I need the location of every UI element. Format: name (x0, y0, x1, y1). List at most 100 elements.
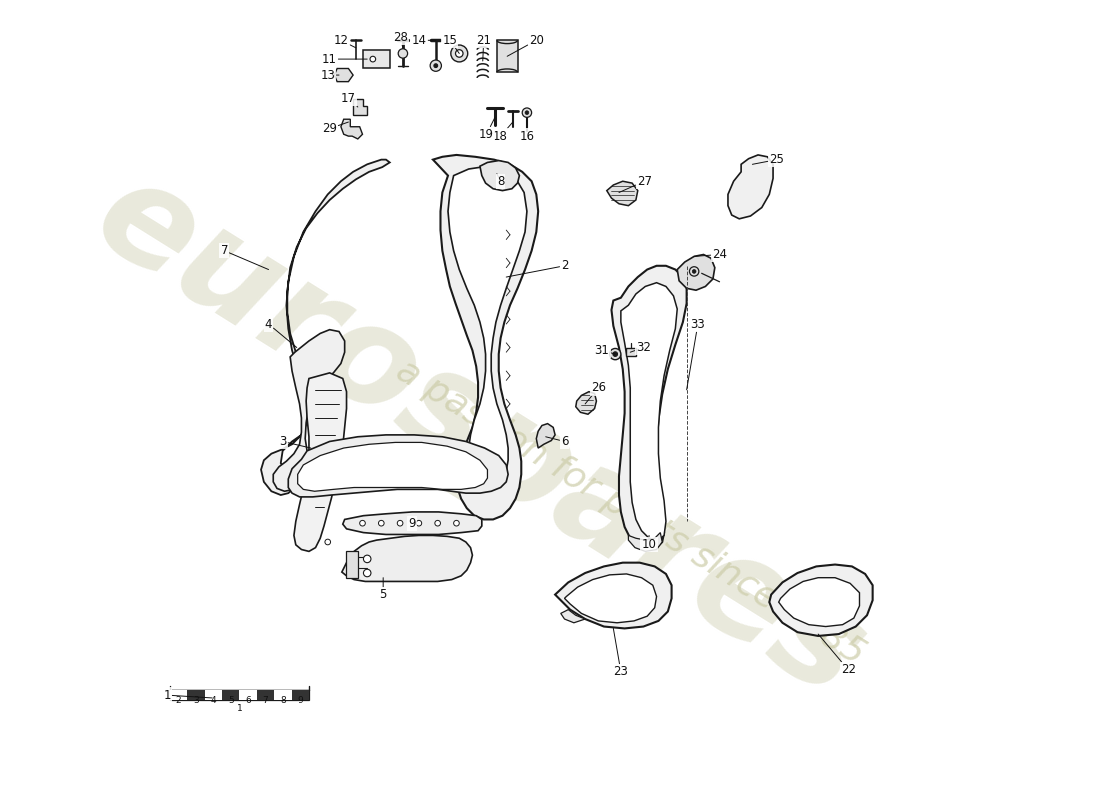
Text: 3: 3 (279, 435, 311, 448)
Bar (240, 690, 256, 700)
Text: 28: 28 (393, 31, 407, 48)
Text: 32: 32 (630, 341, 651, 354)
Polygon shape (612, 266, 686, 550)
Circle shape (690, 266, 698, 276)
Text: 15: 15 (442, 34, 460, 54)
Circle shape (430, 60, 441, 71)
Polygon shape (288, 435, 508, 497)
Polygon shape (779, 578, 859, 626)
Circle shape (398, 49, 408, 58)
Text: 13: 13 (320, 69, 339, 82)
Circle shape (370, 56, 376, 62)
Polygon shape (556, 562, 672, 629)
Polygon shape (769, 565, 872, 636)
Polygon shape (561, 610, 585, 622)
Circle shape (453, 520, 460, 526)
Circle shape (363, 555, 371, 562)
Polygon shape (728, 155, 773, 219)
Text: 1: 1 (163, 689, 212, 702)
Text: 11: 11 (322, 53, 367, 66)
Circle shape (525, 110, 529, 114)
Circle shape (360, 520, 365, 526)
Polygon shape (564, 574, 657, 622)
Polygon shape (261, 160, 389, 495)
Text: 6: 6 (546, 435, 569, 448)
Bar (256, 690, 274, 700)
Polygon shape (537, 424, 556, 448)
Bar (205, 690, 222, 700)
Polygon shape (480, 161, 519, 190)
Polygon shape (273, 330, 344, 491)
Text: 1: 1 (236, 704, 242, 713)
Text: 27: 27 (619, 174, 652, 193)
Text: 22: 22 (818, 634, 856, 676)
Text: a passion for parts since 1985: a passion for parts since 1985 (389, 353, 871, 671)
Polygon shape (627, 349, 636, 356)
Polygon shape (343, 512, 482, 534)
Bar (274, 690, 292, 700)
Text: 6: 6 (245, 695, 251, 705)
Polygon shape (607, 182, 638, 206)
Circle shape (434, 520, 440, 526)
Text: 21: 21 (476, 34, 492, 61)
Bar (169, 690, 187, 700)
Text: 12: 12 (333, 34, 356, 48)
Circle shape (324, 539, 331, 545)
Text: 4: 4 (210, 695, 217, 705)
Text: 2: 2 (176, 695, 182, 705)
Text: 25: 25 (752, 153, 784, 166)
Text: 5: 5 (228, 695, 233, 705)
Bar (187, 690, 205, 700)
Polygon shape (628, 533, 662, 551)
Text: 3: 3 (194, 695, 199, 705)
Text: 19: 19 (478, 118, 495, 141)
Text: 18: 18 (493, 122, 513, 142)
Polygon shape (433, 155, 538, 519)
Polygon shape (342, 535, 472, 582)
Bar (222, 690, 240, 700)
Polygon shape (620, 282, 678, 540)
Text: 20: 20 (507, 34, 543, 56)
Text: 24: 24 (694, 248, 727, 261)
Text: 5: 5 (379, 578, 387, 601)
Circle shape (609, 349, 620, 360)
Polygon shape (353, 98, 367, 115)
Text: 8: 8 (280, 695, 286, 705)
Circle shape (455, 50, 463, 58)
Circle shape (416, 520, 421, 526)
Text: 7: 7 (221, 244, 268, 270)
Circle shape (613, 352, 617, 357)
Circle shape (451, 45, 468, 62)
Polygon shape (497, 40, 517, 72)
Text: 17: 17 (341, 92, 358, 107)
Text: 2: 2 (506, 259, 569, 277)
Text: 7: 7 (263, 695, 268, 705)
Text: 33: 33 (686, 318, 705, 390)
Circle shape (522, 108, 531, 118)
Text: eurospares: eurospares (72, 147, 888, 726)
Circle shape (433, 64, 438, 67)
Text: 10: 10 (641, 535, 657, 551)
Circle shape (378, 520, 384, 526)
Text: 23: 23 (614, 629, 628, 678)
Text: 26: 26 (585, 382, 606, 404)
Polygon shape (448, 166, 527, 482)
Polygon shape (363, 50, 389, 69)
Text: 16: 16 (519, 118, 535, 142)
Text: 8: 8 (497, 174, 504, 188)
Text: 29: 29 (322, 122, 349, 135)
Circle shape (692, 270, 696, 274)
Bar (292, 690, 309, 700)
Polygon shape (341, 119, 363, 139)
Text: 4: 4 (265, 318, 297, 347)
Text: 9: 9 (297, 695, 304, 705)
Circle shape (363, 570, 371, 577)
Text: 31: 31 (595, 344, 615, 357)
Polygon shape (298, 442, 487, 491)
Polygon shape (345, 551, 358, 578)
Polygon shape (294, 373, 346, 551)
Circle shape (397, 520, 403, 526)
Text: 14: 14 (411, 34, 436, 47)
Text: 9: 9 (408, 517, 416, 530)
Polygon shape (334, 69, 353, 82)
